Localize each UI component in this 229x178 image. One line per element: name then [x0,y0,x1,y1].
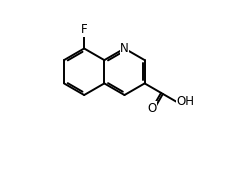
Text: F: F [81,23,87,36]
Text: N: N [120,42,128,55]
Text: O: O [147,102,156,115]
Text: OH: OH [176,95,194,108]
